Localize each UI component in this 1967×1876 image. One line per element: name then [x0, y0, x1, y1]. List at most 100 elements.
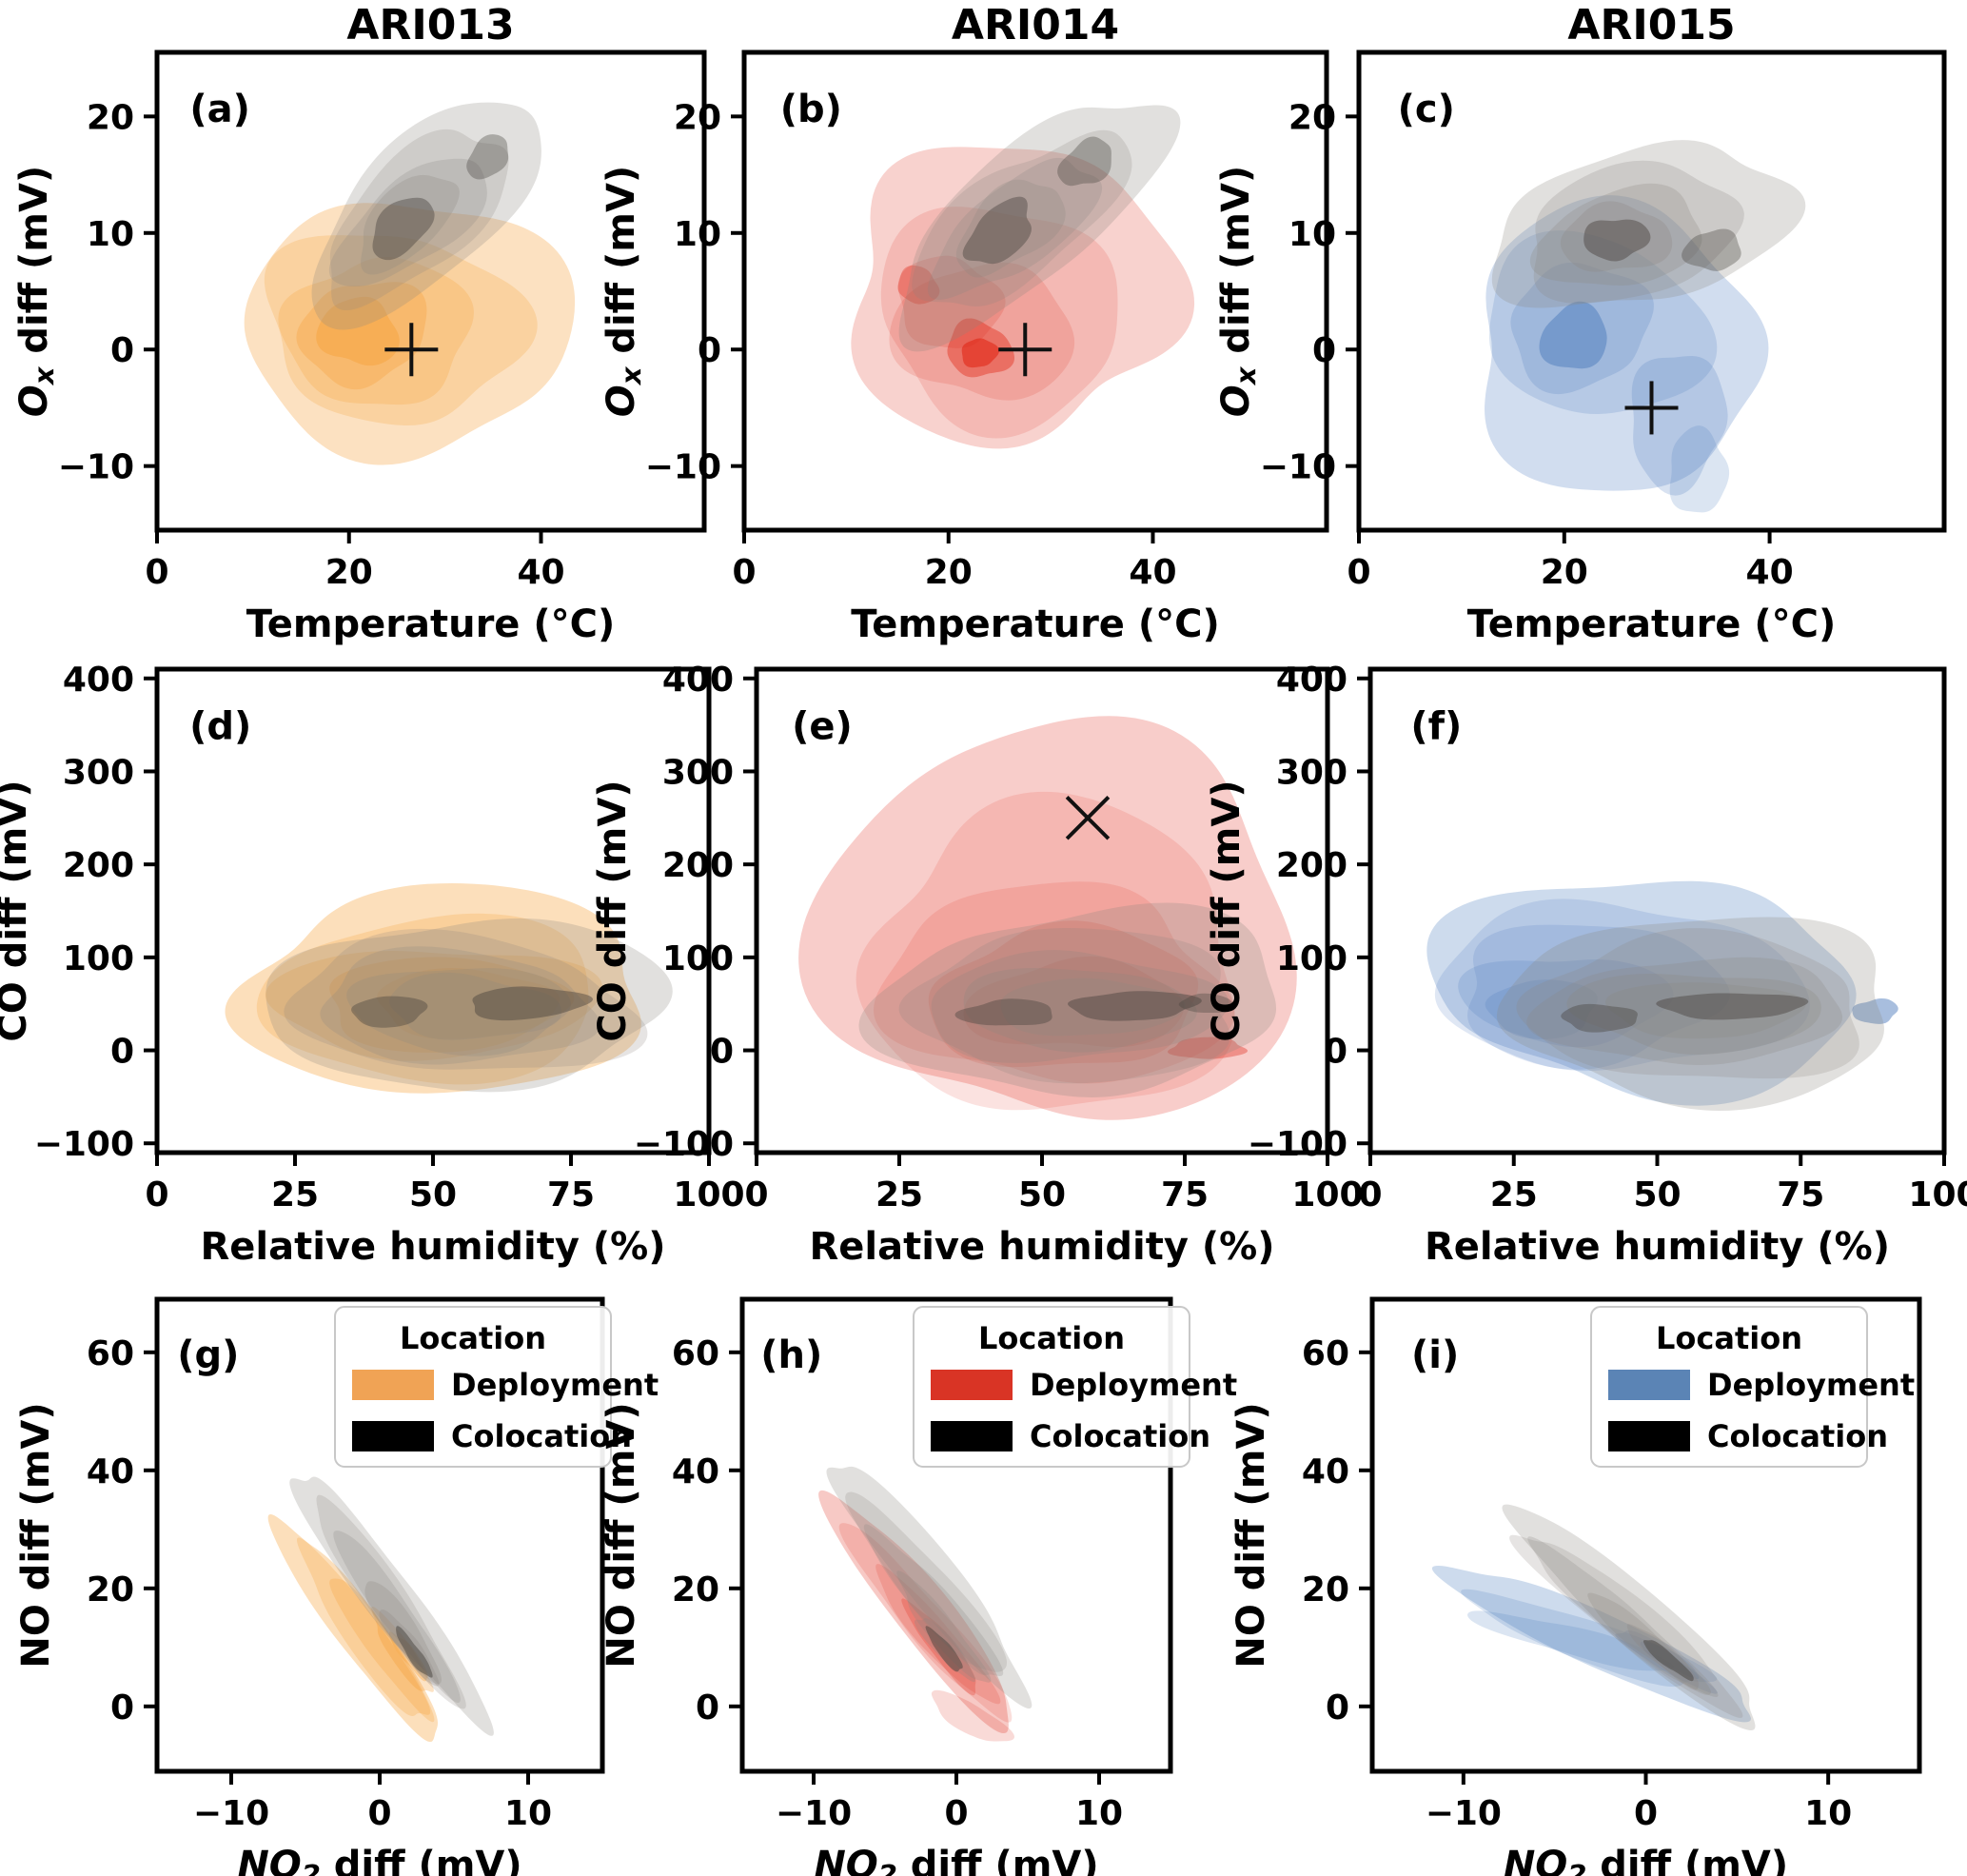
y-tick-label: 20 — [672, 1570, 719, 1609]
y-tick-label: 20 — [1288, 98, 1336, 137]
x-tick-label: 0 — [744, 1175, 768, 1214]
deployment-density — [851, 147, 1195, 449]
y-tick-label: 40 — [1302, 1452, 1349, 1491]
x-tick-label: 0 — [732, 553, 756, 592]
panel-g: (g) −10 0 10 0 20 40 60 NO2 diff (mV) NO diff (mV… — [14, 1296, 659, 1876]
x-axis-label: Relative humidity (%) — [200, 1225, 665, 1269]
deployment-contour — [316, 296, 400, 366]
deployment-contour — [1669, 425, 1730, 513]
deployment-density — [267, 1513, 439, 1743]
y-tick-label: 60 — [87, 1334, 134, 1373]
cross-marker — [1065, 796, 1111, 840]
deployment-contour — [1434, 899, 1810, 1072]
legend-swatch-deployment — [931, 1370, 1013, 1400]
deployment-contour — [873, 881, 1235, 1084]
y-tick-label: −100 — [34, 1125, 134, 1164]
deployment-contour — [961, 338, 999, 368]
y-tick-label: 0 — [110, 331, 134, 370]
deployment-contour — [838, 1523, 1013, 1723]
panel-letter: (e) — [792, 705, 853, 749]
deployment-contour — [875, 1564, 1001, 1705]
colocation-density — [898, 105, 1181, 352]
y-tick-label: 400 — [1276, 661, 1347, 700]
legend-label: Deployment — [451, 1367, 659, 1403]
x-axis-label: NO2 diff (mV) — [1504, 1844, 1788, 1876]
column-title: ARI014 — [952, 1, 1119, 49]
colocation-contour — [896, 1570, 992, 1683]
y-tick-label: 0 — [696, 1688, 719, 1728]
colocation-contour — [898, 105, 1181, 352]
x-tick-label: −10 — [193, 1794, 269, 1833]
legend-swatch-colocation — [1608, 1421, 1690, 1451]
deployment-contour — [963, 956, 1185, 1048]
colocation-contour — [1496, 917, 1884, 1112]
panel-i: (i) −10 0 10 0 20 40 60 NO2 diff (mV) NO diff (mV… — [1229, 1296, 1922, 1876]
legend-label: Deployment — [1707, 1367, 1915, 1403]
x-tick-label: 50 — [1633, 1175, 1681, 1214]
y-axis-label: Ox diff (mV) — [12, 166, 60, 417]
x-tick-label: 10 — [504, 1794, 552, 1833]
x-tick-label: 0 — [1358, 1175, 1382, 1214]
colocation-contour — [963, 968, 1197, 1053]
deployment-contour — [889, 262, 1075, 401]
x-tick-label: 10 — [1075, 1794, 1123, 1833]
deployment-contour — [1488, 230, 1718, 415]
deployment-contour — [880, 207, 1118, 439]
colocation-contour — [329, 128, 509, 311]
deployment-contour — [1467, 924, 1730, 1070]
panel-border — [741, 49, 1329, 533]
deployment-contour — [1539, 301, 1607, 369]
colocation-contour — [472, 986, 594, 1021]
colocation-contour — [1178, 993, 1236, 1013]
deployment-contour — [928, 920, 1199, 1068]
plus-marker — [384, 323, 439, 377]
plot-area — [851, 105, 1195, 449]
y-tick-label: 20 — [87, 1570, 134, 1609]
plot-area — [225, 882, 673, 1094]
y-tick-label: −100 — [1248, 1125, 1347, 1164]
y-tick-label: 20 — [674, 98, 721, 137]
deployment-contour — [1168, 1037, 1249, 1059]
deployment-contour — [377, 968, 561, 1039]
y-tick-label: 0 — [1324, 1033, 1347, 1072]
y-tick-label: 200 — [63, 846, 134, 885]
x-axis-label: Temperature (°C) — [851, 602, 1220, 646]
y-tick-label: 0 — [1326, 1688, 1349, 1728]
colocation-contour — [372, 197, 435, 261]
colocation-contour — [1529, 183, 1702, 286]
deployment-contour — [897, 255, 1006, 348]
y-tick-label: 40 — [672, 1452, 719, 1491]
deployment-contour — [1852, 997, 1898, 1024]
x-tick-label: 10 — [1804, 1794, 1852, 1833]
deployment-density — [1426, 880, 1898, 1106]
y-axis-label: CO diff (mV) — [0, 780, 35, 1041]
colocation-contour — [266, 918, 673, 1093]
colocation-contour — [826, 1466, 1033, 1709]
x-axis-label: Relative humidity (%) — [1425, 1225, 1890, 1269]
deployment-contour — [1458, 959, 1674, 1048]
y-tick-label: −10 — [645, 448, 721, 487]
x-tick-label: 20 — [1541, 553, 1588, 592]
panel-letter: (d) — [189, 705, 251, 749]
y-axis-label: NO diff (mV) — [1229, 1402, 1273, 1668]
deployment-contour — [897, 265, 940, 305]
deployment-contour — [931, 1689, 1014, 1742]
deployment-contour — [1461, 1589, 1718, 1688]
panel-letter: (h) — [760, 1333, 822, 1377]
colocation-contour — [289, 1476, 494, 1736]
colocation-contour — [1604, 982, 1806, 1039]
deployment-contour — [1485, 979, 1598, 1039]
panel-border — [1356, 49, 1947, 533]
y-tick-label: 200 — [662, 846, 734, 885]
plot-area — [244, 102, 576, 465]
colocation-density — [311, 102, 541, 330]
colocation-contour — [284, 928, 648, 1070]
x-axis-label: Relative humidity (%) — [809, 1225, 1274, 1269]
deployment-contour — [329, 957, 575, 1053]
x-axis-label: Temperature (°C) — [246, 602, 616, 646]
x-tick-label: 25 — [271, 1175, 319, 1214]
y-tick-label: 60 — [1302, 1334, 1349, 1373]
y-tick-label: 0 — [698, 331, 721, 370]
colocation-contour — [898, 927, 1230, 1084]
